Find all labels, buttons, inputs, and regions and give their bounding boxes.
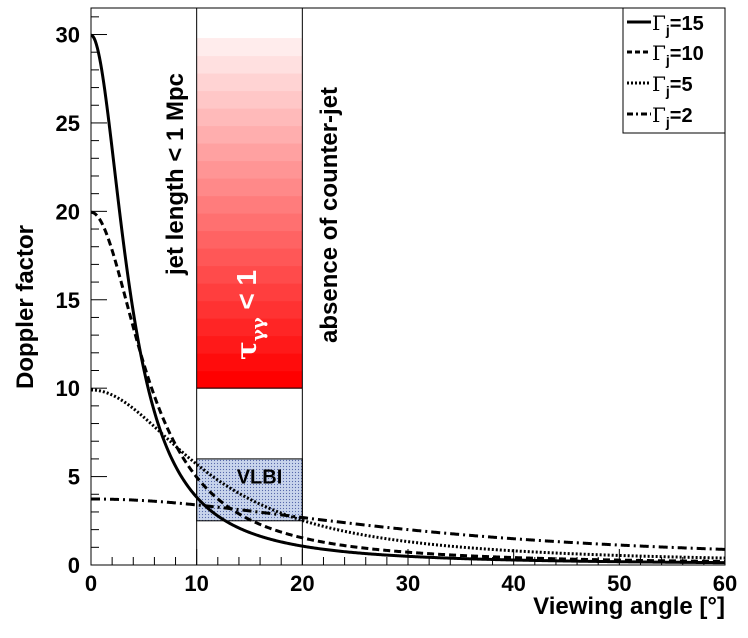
legend-entry-gamma-10: Γj=10 bbox=[627, 41, 704, 68]
y-tick-label: 25 bbox=[56, 111, 80, 136]
tau-band-row bbox=[196, 73, 303, 92]
y-tick-label: 5 bbox=[68, 465, 80, 490]
x-tick-label: 30 bbox=[396, 571, 420, 596]
jet-length-annotation: jet length < 1 Mpc bbox=[162, 73, 189, 276]
legend-gamma-15-suffix: =15 bbox=[670, 13, 704, 35]
tau-band-row bbox=[196, 300, 303, 319]
tau-band-row bbox=[196, 90, 303, 109]
legend-gamma-5-suffix: =5 bbox=[670, 74, 693, 96]
x-tick-label: 20 bbox=[290, 571, 314, 596]
tau-band-row bbox=[196, 370, 303, 389]
tau-region bbox=[196, 38, 303, 389]
tau-band-row bbox=[196, 108, 303, 127]
svg-text:Γj=5: Γj=5 bbox=[652, 72, 693, 99]
legend-gamma-10-prefix: Γ bbox=[652, 41, 666, 65]
y-axis-ticks: 0 5 10 15 20 25 30 bbox=[56, 16, 107, 578]
tau-symbol: τ bbox=[230, 341, 263, 360]
legend-entry-gamma-15: Γj=15 bbox=[627, 11, 704, 38]
tau-band-row bbox=[196, 178, 303, 197]
legend: Γj=15 Γj=10 Γj=5 Γj=2 bbox=[622, 7, 726, 134]
y-tick-label: 10 bbox=[56, 376, 80, 401]
legend-entry-gamma-2: Γj=2 bbox=[627, 103, 693, 130]
x-axis-label: Viewing angle [°] bbox=[533, 593, 725, 620]
y-tick-label: 20 bbox=[56, 199, 80, 224]
tau-band-row bbox=[196, 160, 303, 179]
tau-suffix: < 1 bbox=[231, 270, 262, 317]
tau-band-row bbox=[196, 318, 303, 337]
legend-gamma-15-sub: j bbox=[665, 22, 670, 38]
counter-jet-annotation: absence of counter-jet bbox=[316, 87, 343, 343]
tau-band-row bbox=[196, 125, 303, 144]
x-axis-ticks: 0 10 20 30 40 50 60 bbox=[85, 549, 737, 596]
curve-gamma-2 bbox=[91, 497, 725, 551]
svg-text:Γj=2: Γj=2 bbox=[652, 103, 693, 130]
x-tick-label: 0 bbox=[85, 571, 97, 596]
x-tick-label: 40 bbox=[501, 571, 525, 596]
curve-gamma-5 bbox=[91, 388, 725, 560]
legend-gamma-5-prefix: Γ bbox=[652, 72, 666, 96]
tau-band-row bbox=[196, 248, 303, 267]
tau-band-row bbox=[196, 265, 303, 284]
legend-entry-gamma-5: Γj=5 bbox=[627, 72, 693, 99]
tau-subscript: γγ bbox=[248, 317, 269, 341]
x-tick-label: 10 bbox=[184, 571, 208, 596]
legend-gamma-10-suffix: =10 bbox=[670, 43, 704, 65]
legend-gamma-5-sub: j bbox=[665, 83, 670, 99]
legend-gamma-2-sub: j bbox=[665, 114, 670, 130]
tau-band-row bbox=[196, 283, 303, 302]
y-tick-label: 0 bbox=[68, 553, 80, 578]
y-tick-label: 30 bbox=[56, 23, 80, 48]
vlbi-label: VLBI bbox=[237, 467, 283, 489]
y-tick-label: 15 bbox=[56, 288, 80, 313]
tau-band-row bbox=[196, 195, 303, 214]
tau-band-row bbox=[196, 335, 303, 354]
y-axis-label: Doppler factor bbox=[12, 225, 39, 389]
tau-label: τγγ < 1 bbox=[230, 270, 269, 360]
x-tick-label: 50 bbox=[607, 571, 631, 596]
tau-band-row bbox=[196, 38, 303, 57]
legend-gamma-2-suffix: =2 bbox=[670, 105, 693, 127]
legend-gamma-2-prefix: Γ bbox=[652, 103, 666, 127]
x-tick-label: 60 bbox=[713, 571, 737, 596]
tau-band-row bbox=[196, 353, 303, 372]
legend-gamma-10-sub: j bbox=[665, 52, 670, 68]
legend-gamma-15-prefix: Γ bbox=[652, 11, 666, 35]
tau-band-row bbox=[196, 230, 303, 249]
svg-text:Γj=15: Γj=15 bbox=[652, 11, 704, 38]
legend-box bbox=[622, 7, 726, 134]
svg-text:Γj=10: Γj=10 bbox=[652, 41, 704, 68]
tau-band-row bbox=[196, 55, 303, 74]
tau-band-row bbox=[196, 213, 303, 232]
tau-band-row bbox=[196, 143, 303, 162]
